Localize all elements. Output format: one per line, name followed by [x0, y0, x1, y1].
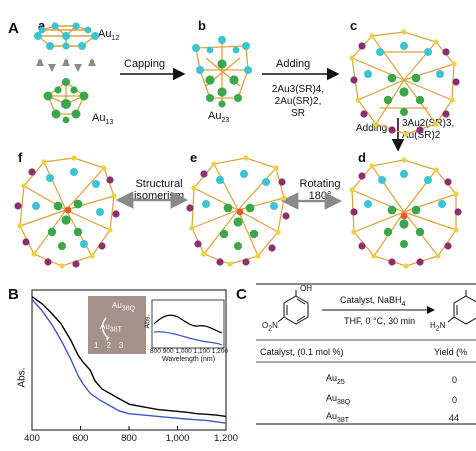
sub-e: e: [190, 150, 198, 165]
assembly-arrows: [36, 58, 96, 72]
nitro-group: O2N: [262, 321, 278, 333]
x-tick-label: 1,200: [214, 433, 238, 444]
vial-photo: [88, 296, 146, 354]
au12-cluster: [34, 22, 99, 50]
x-tick-label: 600: [72, 433, 89, 444]
main-series: [31, 296, 227, 424]
adding2-reagents: 3Au2(SR)3, Au(SR)2: [402, 118, 455, 141]
au13-cluster: [43, 78, 89, 124]
capping-label: Capping: [124, 58, 165, 70]
row-au38t-catalyst: Au38T: [326, 411, 350, 424]
adding1-label: Adding: [276, 58, 311, 70]
conversion-arrow: [101, 317, 109, 339]
col-yield-header: Yield (%: [434, 347, 468, 357]
conditions-line: THF, 0 °C, 30 min: [344, 316, 416, 326]
sub-f: f: [18, 150, 23, 165]
cluster-c: [349, 29, 460, 137]
adding2-label: Adding: [356, 123, 388, 134]
reagent-line: Catalyst, NaBH4: [340, 295, 406, 308]
cluster-d: [349, 157, 462, 269]
x-tick-label: 800: [121, 433, 137, 444]
aminophenol-ring: [447, 290, 476, 325]
sub-d: d: [358, 150, 366, 165]
sub-a: a: [38, 18, 46, 33]
sub-b: b: [198, 18, 206, 33]
x-tick-label: 1,000: [165, 433, 190, 444]
cluster-e: [186, 155, 290, 267]
adding1-reagents: 2Au3(SR)4, 2Au(SR)2, SR: [271, 84, 325, 119]
au13-label: Au13: [92, 112, 114, 127]
inset-ticks: 800 900 1,000 1,100 1,200: [150, 348, 228, 355]
vial-numbers: 123: [94, 341, 132, 350]
au12-label: Au12: [98, 28, 120, 43]
inset-series-black: [153, 314, 223, 334]
panel-a-letter: A: [8, 20, 19, 37]
photo-label-q: Au38Q: [112, 301, 136, 313]
row-au38q-catalyst: Au38Q: [326, 393, 351, 406]
photo-label-t: Au38T: [100, 322, 122, 334]
col-catalyst-header: Catalyst, (0.1 mol %): [260, 347, 344, 357]
sub-c: c: [350, 18, 358, 33]
amino-group: H2N: [430, 321, 446, 333]
au23-label: Au23: [208, 110, 230, 125]
au23-cluster: [192, 36, 252, 108]
row-au25-yield: 0: [452, 375, 458, 385]
series-black-line: [31, 296, 227, 418]
inset-xlabel: Wavelength (nm): [162, 356, 216, 363]
panel-c-letter: C: [236, 286, 247, 303]
row-au38q-yield: 0: [452, 395, 458, 405]
row-au25-catalyst: Au25: [326, 373, 345, 386]
nitrophenol-ring: [277, 290, 309, 325]
inset-series-blue: [153, 331, 223, 346]
cluster-f: [14, 155, 120, 269]
main-x-ticks: [31, 426, 227, 430]
panel-b-letter: B: [8, 286, 19, 303]
series-blue-line: [31, 298, 227, 424]
x-tick-label: 400: [24, 433, 40, 444]
row-au38t-yield: 44: [449, 413, 460, 423]
oh-left: OH: [300, 284, 312, 293]
